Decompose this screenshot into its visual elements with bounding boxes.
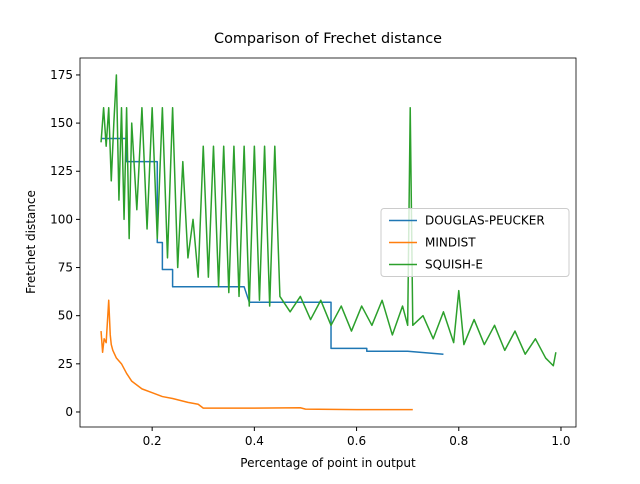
x-tick-label: 0.8 [449, 434, 468, 448]
legend-label: MINDIST [425, 236, 476, 250]
x-tick-label: 0.2 [143, 434, 162, 448]
x-tick-label: 1.0 [551, 434, 570, 448]
x-tick-label: 0.4 [245, 434, 264, 448]
chart-title: Comparison of Frechet distance [214, 31, 442, 47]
legend-label: SQUISH-E [425, 258, 483, 272]
y-tick-label: 25 [58, 357, 73, 371]
x-tick-label: 0.6 [347, 434, 366, 448]
y-tick-label: 0 [65, 405, 73, 419]
y-tick-label: 175 [50, 68, 73, 82]
y-tick-label: 100 [50, 212, 73, 226]
y-axis-label: Fretchet distance [24, 190, 38, 294]
series-line [100, 74, 557, 367]
series-line [101, 137, 444, 355]
series-line [100, 299, 413, 411]
axes-frame [79, 57, 577, 428]
y-tick-label: 125 [50, 164, 73, 178]
x-axis-label: Percentage of point in output [240, 456, 416, 470]
y-tick-label: 50 [58, 309, 73, 323]
y-tick-label: 150 [50, 116, 73, 130]
legend-box [380, 208, 570, 277]
legend-label: DOUGLAS-PEUCKER [425, 214, 545, 228]
y-tick-label: 75 [58, 261, 73, 275]
